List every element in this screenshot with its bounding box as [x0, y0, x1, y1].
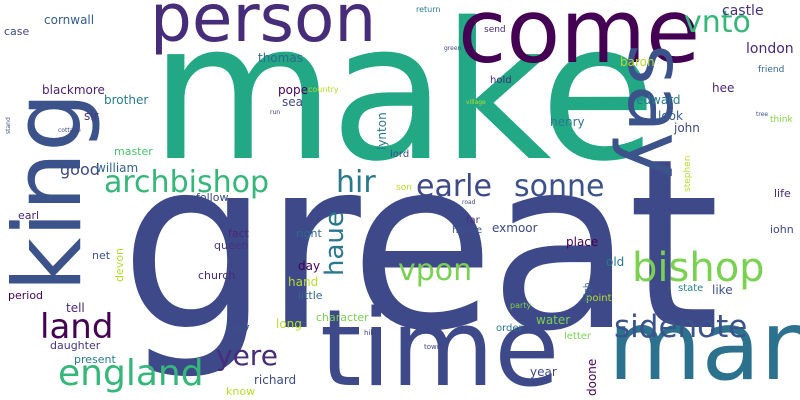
word-state: state [678, 283, 704, 294]
word-castle: castle [722, 3, 764, 19]
word-little: little [298, 289, 323, 302]
word-stand: stand [5, 117, 12, 134]
word-earle: earle [416, 169, 492, 204]
word-son: son [396, 183, 412, 193]
word-thomas: thomas [258, 51, 303, 65]
word-tree: tree [756, 111, 769, 118]
word-friend: friend [758, 65, 785, 75]
word-make: make [150, 0, 657, 203]
word-archbishop: archbishop [104, 165, 269, 200]
word-cornwall: cornwall [44, 13, 95, 27]
word-country: country [308, 85, 339, 94]
word-henry: henry [550, 115, 585, 129]
word-sea: sea [282, 95, 303, 109]
word-net: net [92, 249, 111, 262]
word-case: case [4, 25, 30, 38]
word-present: present [74, 353, 116, 366]
word-exmoor: exmoor [492, 221, 538, 235]
word-william: william [96, 161, 139, 175]
word-rev: rev [232, 321, 250, 334]
word-sonne: sonne [514, 169, 605, 204]
word-haue: haue [320, 211, 350, 276]
word-lynton: lynton [375, 112, 389, 150]
word-hand: hand [288, 275, 319, 289]
word-pope: pope [278, 83, 308, 97]
word-far: far [466, 215, 480, 226]
word-vnto: vnto [684, 5, 751, 40]
word-house: house [452, 225, 483, 236]
word-think: think [770, 115, 793, 125]
word-england: england [58, 353, 204, 394]
word-person: person [150, 0, 377, 57]
word-order: order [496, 323, 523, 334]
word-devon: devon [113, 248, 126, 282]
word-old: old [606, 255, 625, 269]
word-day: day [298, 259, 321, 273]
word-know: know [226, 385, 256, 398]
word-send: send [484, 25, 506, 35]
word-sir: sir [84, 109, 99, 123]
word-life: life [774, 187, 791, 200]
word-good: good [60, 160, 100, 179]
word-king: king [0, 92, 103, 292]
word-earl: earl [18, 209, 40, 222]
word-come: come [458, 0, 701, 83]
word-right: right [296, 227, 322, 240]
word-great: great [120, 108, 720, 383]
word-brother: brother [104, 93, 149, 107]
word-look: look [658, 109, 683, 123]
word-follow: follow [196, 191, 229, 204]
word-period: period [8, 289, 44, 302]
word-land: land [40, 307, 114, 347]
word-road: road [462, 199, 476, 206]
word-year: year [530, 365, 557, 379]
word-daughter: daughter [50, 339, 101, 352]
word-hee: hee [712, 81, 735, 95]
word-place: place [566, 235, 599, 249]
word-like: like [712, 283, 733, 297]
word-queen: queen [214, 239, 249, 252]
word-lord: lord [390, 149, 410, 160]
word-high: high [583, 282, 593, 302]
word-hold: hold [490, 75, 512, 86]
word-cottage: cottage [58, 127, 81, 134]
word-hir: hir [336, 165, 376, 200]
word-yere: yere [216, 339, 278, 372]
word-church: church [198, 269, 236, 282]
word-time: time [320, 287, 560, 400]
word-stephen: stephen [683, 155, 693, 192]
word-blackmore: blackmore [42, 83, 105, 97]
word-village: village [466, 99, 486, 106]
word-fact: fact [228, 227, 249, 240]
word-richard: richard [254, 373, 297, 387]
word-bishop: bishop [632, 245, 765, 291]
word-iohn: iohn [770, 223, 794, 236]
word-long: long [276, 317, 302, 331]
word-master: master [114, 145, 153, 158]
word-return: return [416, 5, 441, 14]
word-run: run [270, 109, 281, 116]
word-town: town [424, 343, 442, 351]
word-point: point [586, 293, 612, 304]
word-sidenote: sidenote [614, 309, 748, 345]
word-london: london [746, 41, 794, 57]
word-letter: letter [564, 331, 592, 342]
word-tell: tell [66, 301, 85, 315]
word-john: john [674, 121, 700, 135]
word-hill: hill [364, 329, 375, 337]
word-baron: baron [620, 55, 655, 69]
word-character: character [316, 311, 369, 324]
word-man: man [608, 290, 800, 400]
word-water: water [536, 313, 571, 327]
word-green: green [444, 45, 462, 52]
word-edward: edward [636, 93, 681, 107]
word-party: party [510, 301, 532, 310]
word-doone: doone [585, 358, 599, 396]
word-vpon: vpon [398, 253, 473, 288]
